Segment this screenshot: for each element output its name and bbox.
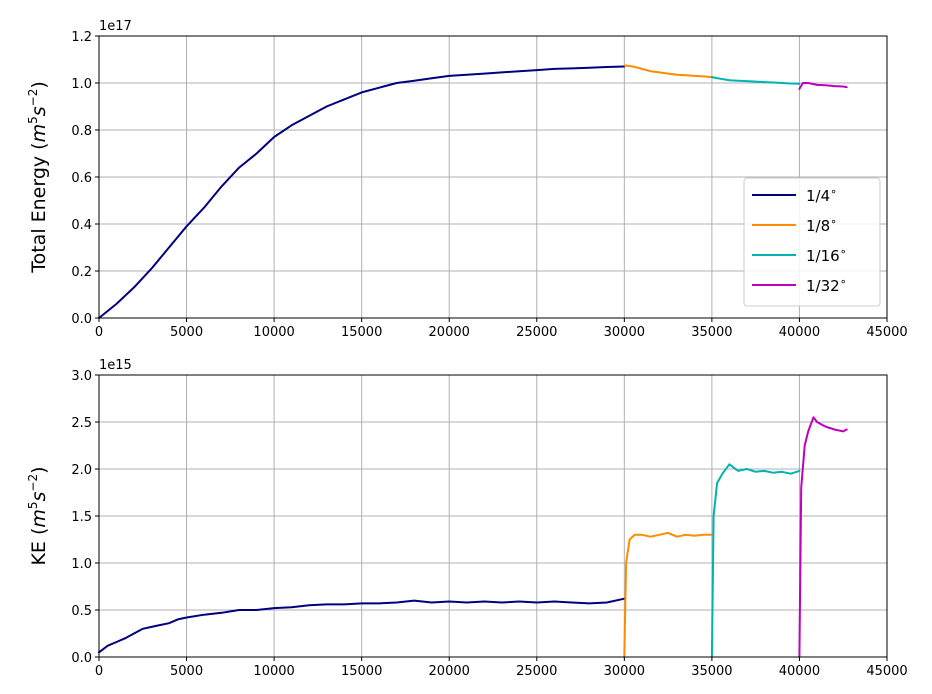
bottom-y-tick-label: 0.5 bbox=[71, 604, 92, 619]
top-series-line-1-4 bbox=[98, 65, 626, 319]
bottom-x-ticks: 0 5000 10000 15000 20000 25000 30000 35000 40000… bbox=[95, 657, 908, 679]
top-y-tick-label: 1.0 bbox=[71, 77, 92, 92]
bottom-y-unit-base: m bbox=[28, 509, 50, 528]
bottom-y-axis-label-text: KE bbox=[28, 541, 50, 565]
bottom-y-tick-label: 1.0 bbox=[71, 557, 92, 572]
bottom-y-tick-label: 3.0 bbox=[71, 369, 92, 384]
top-series-line-1-16 bbox=[710, 76, 801, 85]
legend-series-name: 1/8 bbox=[806, 217, 830, 235]
bottom-y-unit-exp1: 5 bbox=[26, 501, 40, 509]
bottom-y-ticks: 0.0 0.5 1.0 1.5 2.0 2.5 3.0 bbox=[71, 369, 99, 666]
bottom-x-tick-label: 15000 bbox=[341, 664, 382, 679]
top-x-tick-label: 45000 bbox=[866, 325, 907, 340]
bottom-x-tick-label: 25000 bbox=[516, 664, 557, 679]
legend-label-1-8: 1/8∘ bbox=[806, 215, 837, 235]
bottom-x-tick-label: 45000 bbox=[866, 664, 907, 679]
bottom-grid-y bbox=[99, 374, 887, 658]
top-x-tick-label: 15000 bbox=[341, 325, 382, 340]
legend-box bbox=[743, 177, 881, 307]
legend-label-1-16: 1/16∘ bbox=[806, 245, 847, 265]
top-y-tick-label: 0.8 bbox=[71, 124, 92, 139]
legend-label-1-32: 1/32∘ bbox=[806, 275, 847, 295]
bottom-x-tick-label: 5000 bbox=[170, 664, 203, 679]
top-x-tick-label: 30000 bbox=[604, 325, 645, 340]
legend-series-name: 1/4 bbox=[806, 187, 830, 205]
legend-degree-symbol: ∘ bbox=[840, 245, 847, 258]
top-y-unit-exp1: 5 bbox=[26, 116, 40, 124]
bottom-x-tick-label: 40000 bbox=[779, 664, 820, 679]
top-y-axis-label: Total Energy (m5s−2) bbox=[26, 81, 50, 274]
top-y-tick-label: 1.2 bbox=[71, 30, 92, 45]
top-x-tick-label: 20000 bbox=[429, 325, 470, 340]
top-series-group bbox=[98, 64, 848, 319]
legend-series-name: 1/16 bbox=[806, 247, 840, 265]
total-energy-panel: 0 5000 10000 15000 20000 25000 30000 35000 40000… bbox=[26, 19, 908, 340]
top-y-tick-label: 0.6 bbox=[71, 171, 92, 186]
bottom-x-tick-label: 30000 bbox=[604, 664, 645, 679]
bottom-series-line-1-4 bbox=[98, 597, 626, 654]
bottom-x-tick-label: 35000 bbox=[691, 664, 732, 679]
bottom-offset-text: 1e15 bbox=[99, 358, 132, 373]
top-x-tick-label: 0 bbox=[95, 325, 103, 340]
legend-label-1-4: 1/4∘ bbox=[806, 185, 837, 205]
bottom-x-tick-label: 20000 bbox=[429, 664, 470, 679]
bottom-y-axis-label: KE (m5s−2) bbox=[26, 466, 50, 565]
top-y-tick-label: 0.4 bbox=[71, 218, 92, 233]
bottom-y-tick-label: 2.5 bbox=[71, 416, 92, 431]
bottom-y-unit-mid: s bbox=[28, 491, 50, 501]
top-y-unit-base: m bbox=[28, 124, 50, 143]
top-y-ticks: 0.0 0.2 0.4 0.6 0.8 1.0 1.2 bbox=[71, 30, 99, 327]
bottom-x-tick-label: 10000 bbox=[253, 664, 294, 679]
ke-panel: 0 5000 10000 15000 20000 25000 30000 35000 40000… bbox=[26, 358, 908, 679]
top-y-tick-label: 0.0 bbox=[71, 312, 92, 327]
bottom-x-tick-label: 0 bbox=[95, 664, 103, 679]
top-offset-text: 1e17 bbox=[99, 19, 132, 34]
top-x-tick-label: 35000 bbox=[691, 325, 732, 340]
top-x-tick-label: 5000 bbox=[170, 325, 203, 340]
top-y-tick-label: 0.2 bbox=[71, 265, 92, 280]
bottom-series-line-1-8 bbox=[623, 531, 713, 658]
bottom-y-tick-label: 1.5 bbox=[71, 510, 92, 525]
top-y-unit-mid: s bbox=[28, 106, 50, 116]
legend-items: 1/4∘1/8∘1/16∘1/32∘ bbox=[752, 185, 847, 295]
legend-degree-symbol: ∘ bbox=[830, 215, 837, 228]
top-y-axis-label-text: Total Energy bbox=[28, 156, 50, 274]
bottom-series-line-1-16 bbox=[710, 463, 801, 658]
legend: 1/4∘1/8∘1/16∘1/32∘ bbox=[743, 177, 881, 307]
bottom-series-group bbox=[98, 416, 848, 658]
bottom-series-line-1-32 bbox=[798, 416, 848, 658]
bottom-y-tick-label: 2.0 bbox=[71, 463, 92, 478]
top-series-line-1-8 bbox=[623, 64, 713, 79]
top-y-unit-exp2: −2 bbox=[26, 89, 40, 107]
top-series-line-1-32 bbox=[798, 82, 848, 90]
top-x-ticks: 0 5000 10000 15000 20000 25000 30000 35000 40000… bbox=[95, 318, 908, 340]
legend-degree-symbol: ∘ bbox=[840, 275, 847, 288]
bottom-y-tick-label: 0.0 bbox=[71, 651, 92, 666]
legend-degree-symbol: ∘ bbox=[830, 185, 837, 198]
legend-series-name: 1/32 bbox=[806, 277, 840, 295]
top-x-tick-label: 10000 bbox=[253, 325, 294, 340]
bottom-y-unit-exp2: −2 bbox=[26, 474, 40, 492]
top-x-tick-label: 25000 bbox=[516, 325, 557, 340]
top-x-tick-label: 40000 bbox=[779, 325, 820, 340]
